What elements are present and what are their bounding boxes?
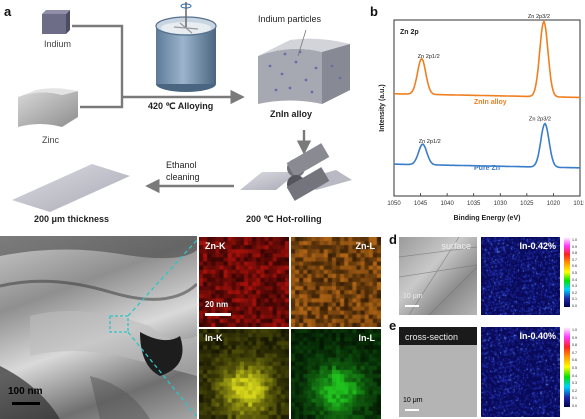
map-zn-l: Zn-L	[291, 237, 381, 327]
colorbar-tick: 0.5	[572, 366, 577, 370]
colorbar-tick: 0.6	[572, 358, 577, 363]
map-pixels	[199, 329, 289, 419]
colorbar-tick: 0.4	[572, 373, 577, 378]
map-label-zn-l: Zn-L	[355, 241, 376, 251]
label-indium-particles: Indium particles	[258, 14, 322, 24]
colorbar-tick: 0.9	[572, 244, 577, 249]
label-in-cross: In-0.40%	[519, 331, 556, 341]
label-cross-section: cross-section	[405, 332, 459, 342]
peak-label: Zn 2p3/2	[528, 14, 550, 20]
colorbar-tick: 0.3	[572, 381, 577, 386]
map-label-zn-k: Zn-K	[205, 241, 226, 251]
panel-label-d: d	[389, 232, 397, 247]
label-hot-rolling: 200 ℃ Hot-rolling	[246, 214, 322, 224]
x-tick-label: 1015	[573, 201, 584, 207]
x-tick-label: 1035	[467, 201, 481, 207]
colorbar-tick: 0.3	[572, 284, 577, 289]
colorbar-tick: 0.1	[572, 396, 577, 401]
panel-label-a: a	[4, 4, 12, 19]
znin-alloy-block	[258, 29, 350, 104]
colorbar-tick: 1.0	[572, 328, 577, 332]
peak-label: Zn 2p1/2	[419, 139, 441, 145]
legend-zn: Pure Zn	[474, 165, 500, 172]
scale-bar-map	[205, 313, 231, 316]
series-line-znin	[393, 19, 580, 99]
map-label-in-k: In-K	[205, 333, 223, 343]
colorbar-tick: 0.7	[572, 257, 577, 262]
y-axis-label: Intensity (a.u.)	[379, 84, 386, 131]
label-surface: surface	[441, 241, 471, 251]
label-thickness: 200 μm thickness	[34, 214, 110, 224]
colorbar-tick: 0.1	[572, 297, 577, 302]
map-pixels	[291, 329, 381, 419]
rolling-mill-icon	[240, 143, 352, 201]
in-map-cross-section: In-0.40%	[481, 327, 560, 417]
colorbar-e: 0.0 0.1 0.2 0.3 0.4 0.5 0.6 0.7 0.8 0.9 1.0	[564, 327, 577, 408]
label-in-surface: In-0.42%	[519, 241, 556, 251]
scale-bar-main	[12, 402, 40, 405]
colorbar-d: 0.0 0.1 0.2 0.3 0.4 0.5 0.6 0.7 0.8 0.9 1.0	[564, 237, 577, 308]
label-cleaning: cleaning	[166, 172, 200, 182]
thin-sheet	[12, 164, 130, 212]
x-tick-label: 1045	[414, 201, 428, 207]
map-in-k: In-K	[199, 329, 289, 419]
map-in-l: In-L	[291, 329, 381, 419]
sem-cross-section-image: cross-section 10 μm	[399, 327, 477, 417]
xps-chart: 1050 1045 1040 1035 1030 1025 1020 1015 Zn 2p1/…	[379, 14, 584, 222]
panel-label-b: b	[370, 4, 378, 19]
colorbar-tick: 0.7	[572, 350, 577, 355]
colorbar-tick: 0.6	[572, 264, 577, 269]
map-pixels	[481, 327, 560, 417]
xps-frame	[393, 19, 581, 197]
scale-label-e: 10 μm	[403, 397, 423, 404]
x-axis-label: Binding Energy (eV)	[454, 215, 521, 222]
scale-label-d: 10 μm	[403, 293, 423, 300]
crucible-icon	[155, 2, 217, 92]
colorbar-tick: 0.2	[572, 388, 577, 393]
colorbar-tick: 0.5	[572, 271, 577, 275]
legend-znin: ZnIn alloy	[474, 99, 507, 106]
label-ethanol: Ethanol	[166, 160, 197, 170]
colorbar-tick: 0.0	[572, 304, 577, 308]
label-znin-alloy: ZnIn alloy	[270, 109, 313, 119]
series-line-zn	[393, 122, 580, 169]
in-map-surface: In-0.42%	[481, 237, 560, 315]
sem-surface-image: surface 10 μm	[399, 237, 477, 315]
feed-lines	[72, 24, 245, 109]
label-zinc: Zinc	[42, 135, 60, 145]
label-alloying: 420 ℃ Alloying	[148, 101, 214, 111]
x-tick-label: 1025	[520, 201, 534, 207]
colorbar-tick: 0.9	[572, 335, 577, 340]
scale-label-map: 20 nm	[205, 300, 229, 309]
colorbar-tick: 0.0	[572, 404, 577, 408]
chart-title: Zn 2p	[400, 29, 419, 36]
tem-image: 100 nm	[0, 236, 197, 419]
zinc-block	[18, 88, 78, 127]
colorbar-tick: 1.0	[572, 238, 577, 242]
map-pixels	[291, 237, 381, 327]
peak-label: Zn 2p3/2	[529, 116, 551, 122]
colorbar-tick: 0.8	[572, 251, 577, 256]
x-tick-label: 1020	[547, 201, 561, 207]
panel-a-diagram	[12, 2, 352, 212]
map-label-in-l: In-L	[358, 333, 376, 343]
colorbar-tick: 0.4	[572, 277, 577, 282]
x-tick-label: 1050	[387, 201, 401, 207]
zoom-box	[109, 315, 129, 333]
scale-label-main: 100 nm	[8, 386, 43, 397]
map-zn-k: Zn-K 20 nm	[199, 237, 289, 327]
label-indium: Indium	[44, 39, 72, 49]
map-pixels	[481, 237, 560, 315]
x-tick-label: 1030	[494, 201, 508, 207]
x-tick-label: 1040	[440, 201, 454, 207]
map-pixels	[199, 237, 289, 327]
peak-label: Zn 2p1/2	[418, 54, 440, 60]
panel-label-e: e	[389, 318, 397, 333]
colorbar-tick: 0.8	[572, 343, 577, 348]
indium-cube	[42, 10, 70, 34]
colorbar-tick: 0.2	[572, 290, 577, 295]
